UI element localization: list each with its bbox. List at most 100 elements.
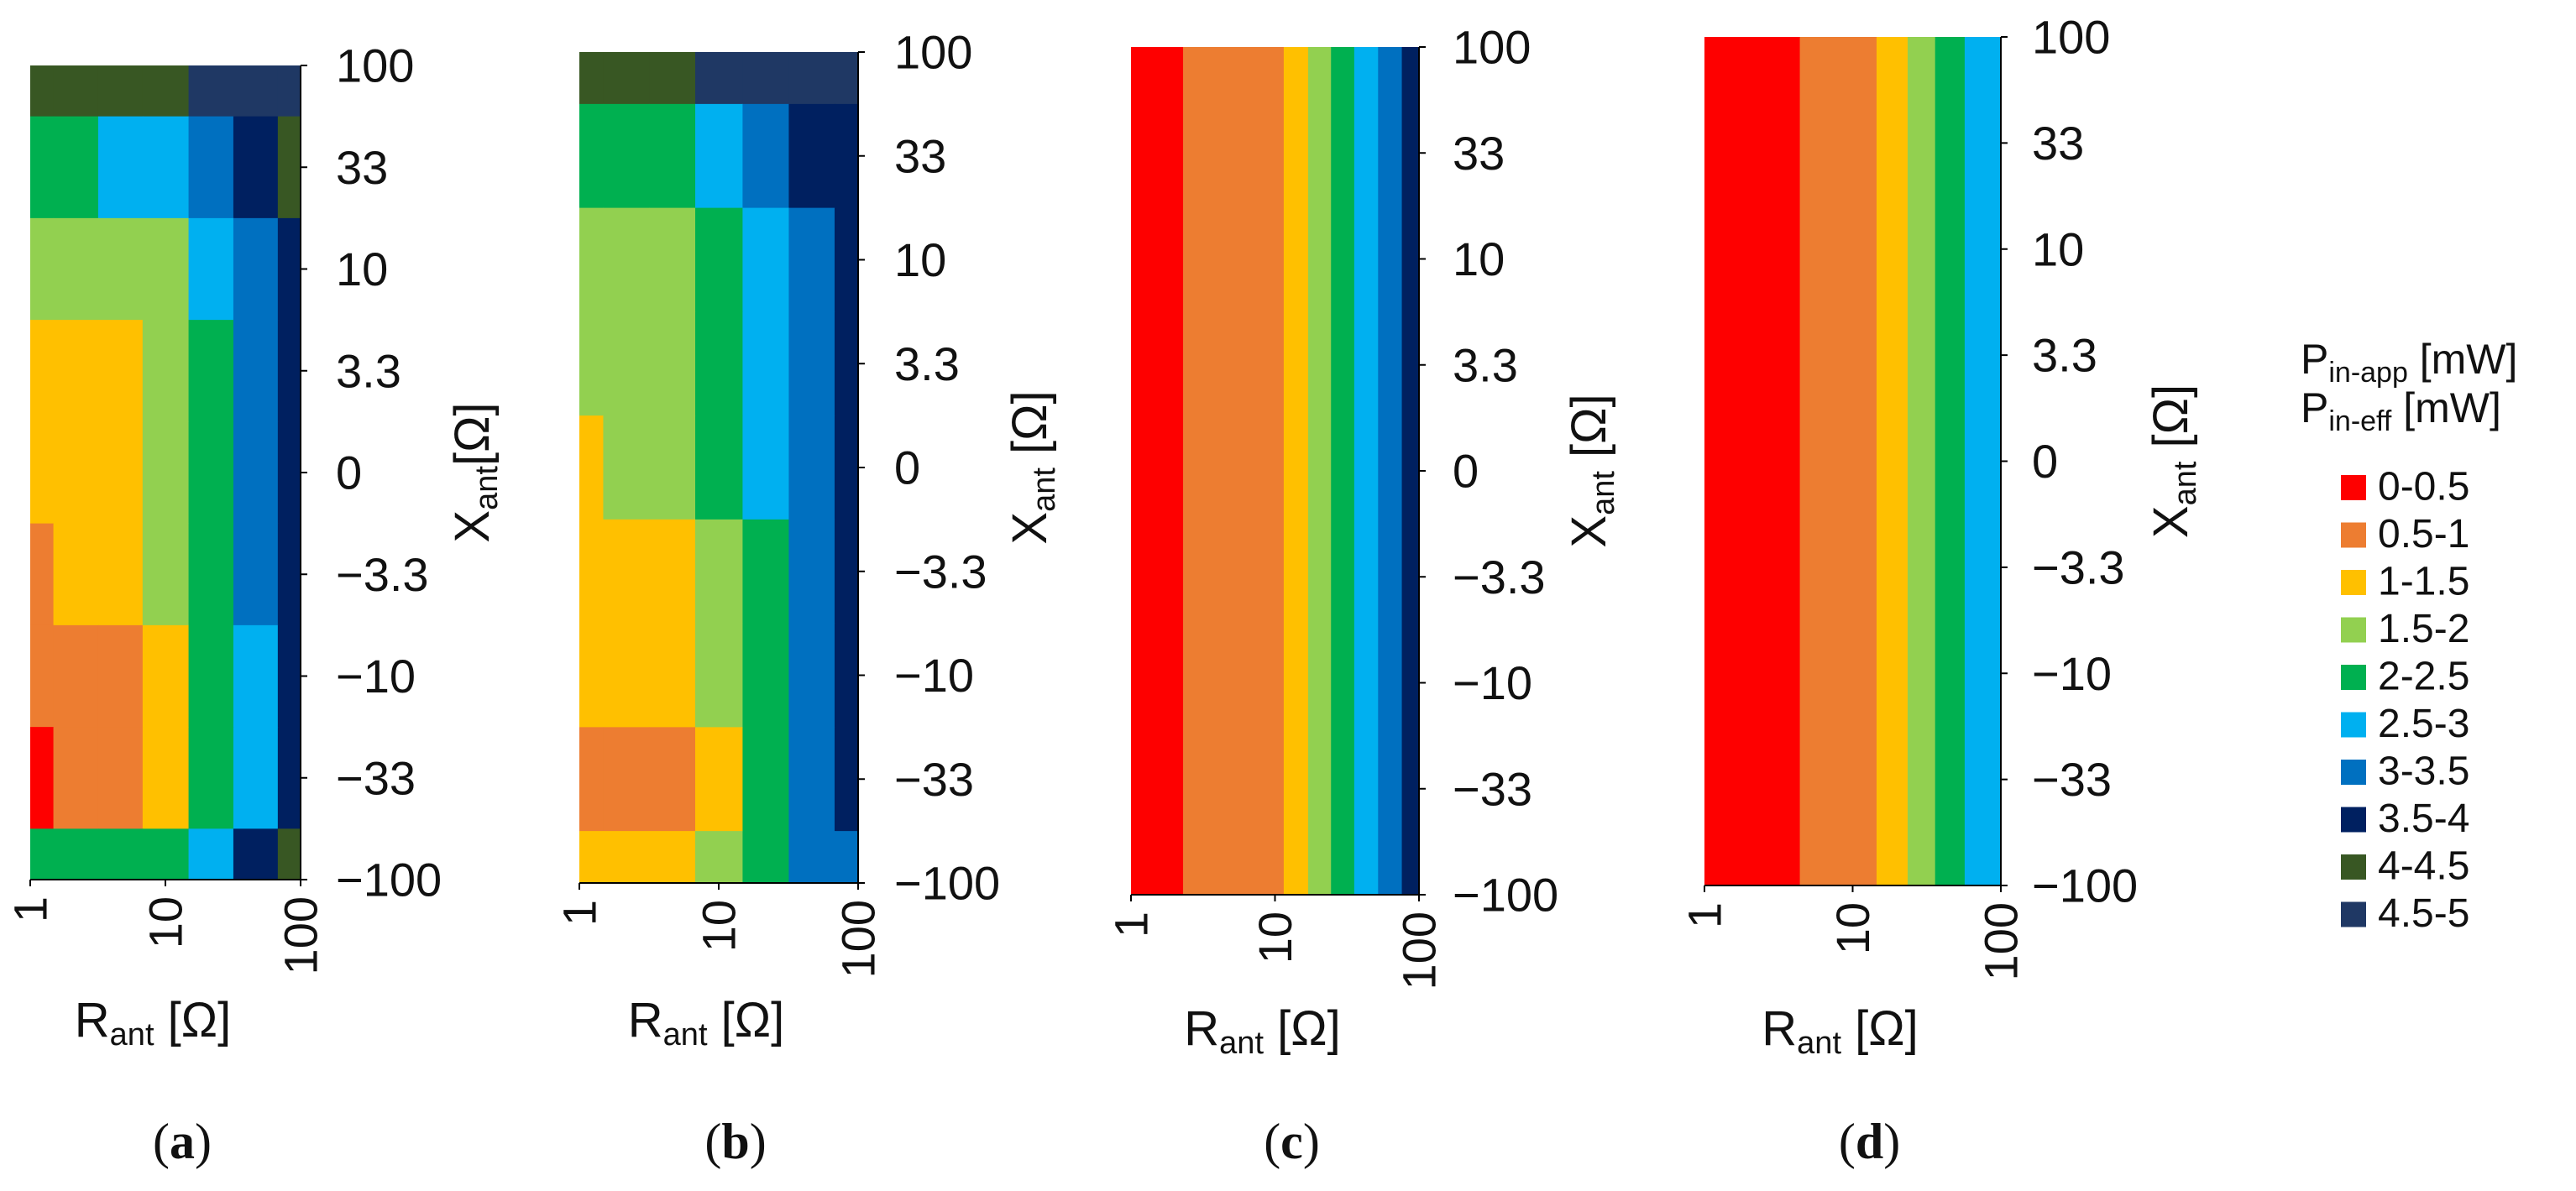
heatmap-cell [579, 415, 605, 520]
heatmap-cell [30, 727, 55, 829]
y-tick-label: −3.3 [336, 548, 429, 601]
y-tick-label: −100 [2032, 859, 2138, 912]
heatmap-cell [788, 415, 835, 520]
heatmap-cell [603, 519, 651, 624]
y-axis-label: Xant [Ω] [1562, 394, 1621, 547]
heatmap-cell [835, 727, 859, 832]
legend-title: Pin-eff [mW] [2301, 384, 2501, 437]
x-tick-label: 1 [1678, 902, 1731, 928]
x-tick-label: 100 [832, 900, 885, 978]
heatmap-cell [695, 415, 744, 520]
y-tick-label: 3.3 [1453, 338, 1518, 391]
heatmap-cell [188, 320, 234, 422]
heatmap-cell [649, 103, 696, 209]
heatmap-cell [695, 311, 744, 416]
heatmap-band [1799, 37, 1877, 885]
y-tick-label: −3.3 [1453, 551, 1546, 603]
y-tick-label: 33 [336, 141, 388, 194]
y-tick-label: 100 [2032, 11, 2110, 64]
heatmap-cell [233, 523, 279, 626]
legend-label: 4.5-5 [2378, 891, 2469, 936]
heatmap-cell [277, 421, 301, 525]
heatmap-cell [97, 421, 144, 525]
heatmap-cell [788, 623, 835, 728]
heatmap-cell [53, 320, 99, 422]
heatmap-cell [53, 523, 99, 626]
heatmap-cell [579, 727, 605, 832]
y-tick-label: 100 [336, 39, 414, 92]
panel-label: (b) [704, 1114, 766, 1169]
y-axis-label: Xant [Ω] [1003, 390, 1062, 544]
y-tick-label: −33 [336, 751, 416, 804]
heatmap-cell [742, 207, 790, 312]
legend-swatch [2341, 901, 2366, 927]
heatmap-cell [142, 828, 190, 880]
heatmap-cell [277, 523, 301, 626]
y-tick-label: −10 [2032, 647, 2112, 700]
heatmap-cell [695, 831, 744, 884]
heatmap-cell [53, 116, 99, 219]
heatmap-cell [277, 624, 301, 728]
x-axis-label: Rant [Ω] [75, 993, 231, 1053]
x-axis-label: Rant [Ω] [1184, 1001, 1340, 1061]
y-tick-label: −3.3 [894, 545, 987, 598]
heatmap-cell [142, 217, 190, 321]
heatmap-cell [30, 624, 55, 728]
heatmap-cell [742, 727, 790, 832]
heatmap-cell [53, 217, 99, 321]
heatmap-cell [835, 207, 859, 312]
y-tick-label: 100 [1453, 21, 1531, 74]
y-tick-label: −10 [336, 650, 416, 703]
heatmap-cell [603, 103, 651, 209]
heatmap-cell [835, 519, 859, 624]
heatmap-cell [53, 828, 99, 880]
heatmap-cell [835, 831, 859, 884]
heatmap-cell [695, 519, 744, 624]
y-tick-label: 10 [2032, 222, 2084, 275]
heatmap-cell [233, 65, 279, 118]
heatmap-band [1907, 37, 1936, 885]
heatmap-cell [695, 103, 744, 209]
heatmap-cell [188, 828, 234, 880]
legend-label: 1.5-2 [2378, 607, 2469, 651]
x-tick-label: 10 [1249, 912, 1301, 964]
heatmap-cell [188, 421, 234, 525]
panel-c: 100 33 10 3.3 0 −3.3 −10 −33 −100 1 10 100 Rant [Ω] X… [1105, 21, 1622, 1170]
heatmap-cell [788, 831, 835, 884]
legend-swatch [2341, 665, 2366, 690]
x-axis-label: Rant [Ω] [628, 993, 784, 1053]
heatmap-cell [579, 519, 605, 624]
x-tick-label: 1 [4, 896, 57, 922]
heatmap-cell [97, 523, 144, 626]
legend-swatch [2341, 522, 2366, 548]
legend-label: 0-0.5 [2378, 465, 2469, 509]
heatmap-cell [30, 320, 55, 422]
heatmap-cell [97, 116, 144, 219]
heatmap-cell [788, 207, 835, 312]
heatmap-cell [142, 727, 190, 829]
heatmap-cell [579, 52, 605, 105]
panel-a: 100 33 10 3.3 0 −3.3 −10 −33 −100 1 10 100 Rant [Ω] X… [4, 39, 505, 1170]
legend-title: Pin-app [mW] [2301, 336, 2517, 389]
y-tick-label: −3.3 [2032, 541, 2125, 593]
heatmap-cell [188, 217, 234, 321]
legend-swatch [2341, 570, 2366, 595]
heatmap-band [1876, 37, 1908, 885]
heatmap-cell [603, 415, 651, 520]
heatmap-cell [277, 828, 301, 880]
heatmap-cell [53, 421, 99, 525]
legend-label: 4-4.5 [2378, 844, 2469, 889]
heatmap-cell [835, 623, 859, 728]
x-tick-label: 10 [139, 896, 192, 948]
y-tick-label: −10 [1453, 656, 1532, 709]
panel-label: (d) [1839, 1114, 1900, 1169]
y-tick-label: 0 [1453, 445, 1479, 498]
y-tick-label: −10 [894, 649, 974, 702]
legend-label: 0.5-1 [2378, 512, 2469, 556]
heatmap-cell [30, 217, 55, 321]
heatmap-cell [233, 320, 279, 422]
heatmap-cell [233, 624, 279, 728]
x-tick-label: 1 [553, 900, 606, 926]
heatmap-cell [277, 217, 301, 321]
